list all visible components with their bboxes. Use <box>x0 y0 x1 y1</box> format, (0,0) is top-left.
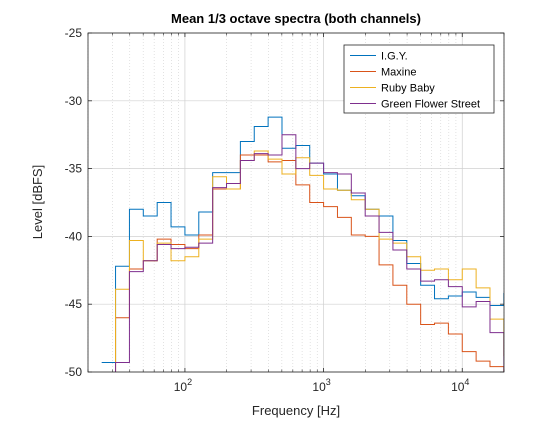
y-axis-label: Level [dBFS] <box>30 165 45 239</box>
y-tick-label: -30 <box>65 94 83 108</box>
legend-box <box>343 44 495 114</box>
chart-title: Mean 1/3 octave spectra (both channels) <box>171 11 421 26</box>
y-tick-label: -45 <box>65 297 83 311</box>
x-axis-label: Frequency [Hz] <box>252 403 340 418</box>
y-tick-label: -35 <box>65 162 83 176</box>
series-line-3[interactable] <box>115 134 504 374</box>
x-tick-label: 102 <box>174 377 192 394</box>
y-tick-label: -50 <box>65 365 83 379</box>
y-tick-label: -25 <box>65 26 83 40</box>
legend-item[interactable]: Maxine <box>350 67 416 79</box>
legend-item[interactable]: Ruby Baby <box>350 83 435 95</box>
axis-ticks: 102 103 104 -50 -45 -40 -35 -30 -25 <box>65 26 505 394</box>
legend-item[interactable]: I.G.Y. <box>350 51 408 63</box>
x-tick-label: 103 <box>312 377 330 394</box>
legend-label-3: Green Flower Street <box>381 99 480 111</box>
legend[interactable]: I.G.Y. Maxine Ruby Baby Green Flower Str… <box>343 44 495 114</box>
legend-label-2: Ruby Baby <box>381 83 435 95</box>
legend-item[interactable]: Green Flower Street <box>350 99 480 111</box>
x-tick-label: 104 <box>451 377 469 394</box>
y-tick-label: -40 <box>65 229 83 243</box>
legend-label-1: Maxine <box>381 67 416 79</box>
legend-label-0: I.G.Y. <box>381 51 408 63</box>
plot-box <box>87 32 505 373</box>
series-line-1[interactable] <box>115 154 504 374</box>
series-layer <box>101 116 518 374</box>
series-line-2[interactable] <box>115 150 518 374</box>
